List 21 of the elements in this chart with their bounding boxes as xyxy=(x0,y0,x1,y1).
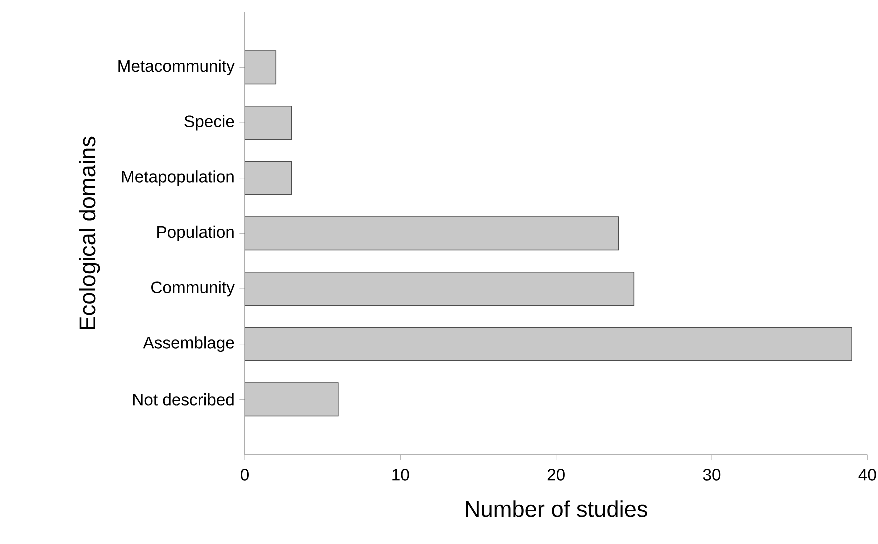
x-tick-label: 30 xyxy=(703,469,721,481)
bar xyxy=(245,272,635,306)
y-tick-label: Metapopulation xyxy=(122,170,234,186)
y-tick-label: Community xyxy=(152,281,235,297)
x-axis-title: Number of studies xyxy=(466,500,648,518)
bar xyxy=(245,327,852,362)
bar xyxy=(245,106,292,140)
y-tick-label: Population xyxy=(158,226,234,242)
x-tick-label: 0 xyxy=(241,469,249,481)
bar xyxy=(245,216,619,251)
y-tick-label: Metacommunity xyxy=(118,60,235,76)
x-tick-label: 20 xyxy=(548,469,565,481)
bar xyxy=(245,50,277,85)
y-axis-title: Ecological domains xyxy=(79,136,100,330)
y-tick-label: Not described xyxy=(133,394,234,406)
y-tick-label: Assemblage xyxy=(143,336,234,352)
x-tick-label: 40 xyxy=(858,469,876,481)
bar xyxy=(245,382,339,417)
x-tick-label: 10 xyxy=(392,469,410,481)
bar xyxy=(245,161,292,196)
y-tick-label: Specie xyxy=(184,115,234,131)
